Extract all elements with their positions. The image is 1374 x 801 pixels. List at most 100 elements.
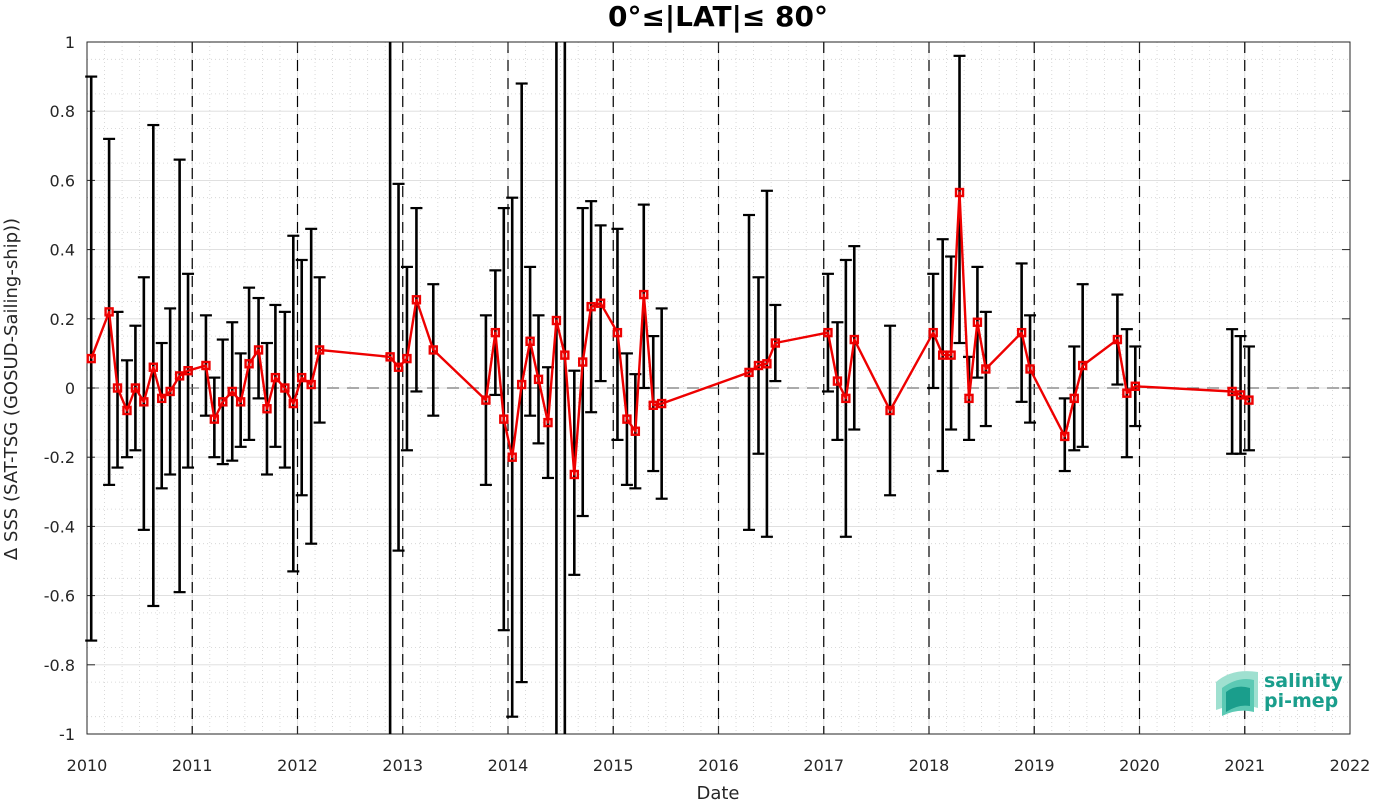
x-tick-label: 2017 [803,756,844,775]
data-point-marker [578,357,588,367]
data-point-marker [533,374,544,385]
salinity-pi-mep-logo: salinity pi-mep [1216,670,1343,716]
data-point-marker [569,469,580,480]
data-point-marker [1122,388,1132,398]
x-tick-label: 2020 [1119,756,1160,775]
x-tick-label: 2014 [488,756,529,775]
data-point-marker [551,315,562,326]
data-point-marker [402,353,412,364]
data-point-marker [112,383,123,393]
x-tick-label: 2015 [593,756,634,775]
x-tick-label: 2011 [172,756,213,775]
logo-text-salinity: salinity [1264,670,1343,692]
data-point-marker [1227,386,1237,397]
x-tick-label: 2016 [698,756,739,775]
logo-wave-icon [1216,671,1258,716]
data-point-marker [490,327,501,338]
data-point-marker [1016,327,1027,338]
data-point-marker [130,383,141,393]
axes-layer: 2010 2011 2012 2013 2014 2015 2016 2017 2018 2019… [44,33,1371,775]
data-point-marker [560,350,570,360]
data-point-marker [964,393,974,404]
data-point-marker [1069,393,1079,404]
data-point-marker [86,353,96,364]
data-point-marker [946,350,956,360]
data-point-marker [630,426,641,436]
data-point-marker [148,362,159,372]
data-point-marker [972,317,983,327]
y-tick-label: -0.2 [44,448,75,467]
data-point-marker [280,383,290,393]
data-point-marker [823,327,833,338]
data-point-marker [157,393,167,404]
data-point-marker [306,379,316,390]
x-tick-label: 2018 [909,756,950,775]
data-point-marker [165,386,175,397]
y-tick-label: 1 [65,33,75,52]
data-point-marker [411,295,422,305]
data-point-marker [499,414,509,424]
data-point-marker [122,405,132,416]
data-point-marker [314,345,325,355]
data-point-marker [841,393,851,404]
x-tick-label: 2012 [277,756,318,775]
data-point-marker [507,452,517,462]
x-tick-label: 2021 [1224,756,1265,775]
y-tick-label: 0.8 [50,102,75,121]
data-point-marker [104,307,114,317]
data-point-marker [1235,390,1246,400]
y-tick-label: 0.6 [50,171,75,190]
y-tick-label: 0 [65,379,75,398]
data-point-marker [744,367,754,378]
data-point-marker [954,187,965,198]
data-point-marker [262,404,272,414]
data-point-marker [770,338,781,348]
logo-text-pi-mep: pi-mep [1264,690,1338,712]
data-point-marker [1244,395,1254,405]
data-point-marker [981,364,991,374]
data-point-marker [1077,360,1088,371]
data-point-marker [622,414,632,424]
y-axis-label: Δ SSS (SAT-TSG (GOSUD-Sailing-ship)) [1,218,22,560]
x-tick-label: 2010 [67,756,108,775]
data-point-marker [586,301,596,312]
data-point-marker [937,350,948,360]
data-point-marker [928,327,938,338]
data-point-marker [885,405,895,416]
data-point-marker [648,400,658,410]
x-tick-label: 2019 [1014,756,1055,775]
data-point-marker [183,366,193,376]
data-point-marker [428,345,438,355]
series-line [90,191,1250,476]
data-point-marker [270,372,281,383]
data-point-marker [174,371,185,381]
data-point-marker [201,360,211,371]
data-point-marker [227,386,237,397]
data-point-marker [832,376,843,386]
data-point-marker [1112,334,1123,345]
data-point-marker [656,398,667,409]
data-point-marker [516,379,527,390]
y-tick-label: -0.6 [44,587,75,606]
data-point-marker [762,359,772,369]
data-point-marker [849,334,859,345]
data-point-marker [543,417,553,428]
data-point-marker [235,397,246,407]
data-point-marker [209,414,220,424]
data-point-marker [1060,431,1070,442]
data-point-marker [385,352,395,362]
data-point-marker [253,345,264,355]
data-point-marker [297,372,307,383]
data-layer [85,42,1255,734]
data-point-marker [393,362,404,372]
y-tick-label: 0.2 [50,310,75,329]
data-point-marker [612,327,623,338]
data-point-marker [595,298,606,308]
data-point-marker [639,289,649,300]
x-tick-label: 2013 [382,756,423,775]
data-point-marker [288,398,298,409]
data-point-marker [1025,364,1035,374]
data-point-marker [1130,381,1140,391]
